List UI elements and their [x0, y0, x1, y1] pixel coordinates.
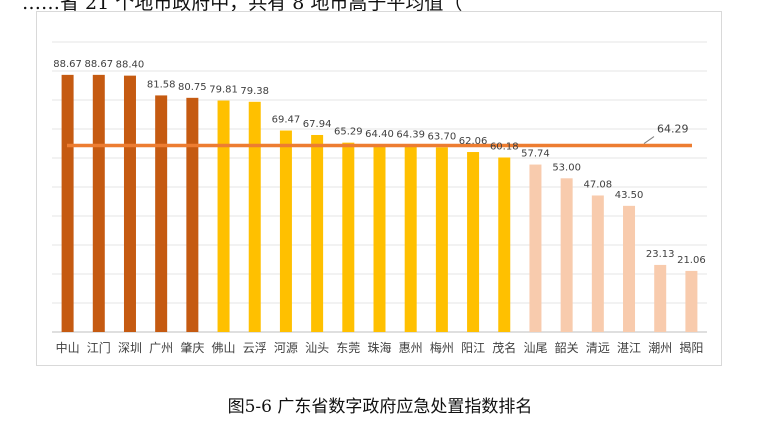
category-label: 茂名	[492, 340, 516, 355]
bar	[467, 152, 480, 332]
data-label: 88.67	[84, 59, 113, 70]
data-label: 64.40	[365, 129, 394, 140]
bar	[311, 134, 324, 332]
bar	[685, 270, 698, 332]
category-label: 东莞	[336, 341, 360, 355]
category-label: 云浮	[243, 341, 267, 355]
figure-caption: 图5-6 广东省数字政府应急处置指数排名	[227, 397, 533, 417]
category-label: 中山	[56, 340, 80, 355]
bar	[560, 178, 573, 332]
category-label: 肇庆	[180, 340, 204, 355]
bar	[186, 97, 199, 332]
data-label: 88.67	[53, 59, 82, 70]
category-label: 佛山	[212, 341, 236, 355]
data-label: 43.50	[615, 190, 644, 201]
data-label: 53.00	[552, 162, 581, 173]
bar	[373, 145, 386, 332]
bar	[217, 100, 230, 333]
bar	[155, 95, 168, 332]
category-label: 汕尾	[523, 341, 547, 355]
data-label: 79.38	[240, 86, 269, 97]
bar	[404, 145, 417, 332]
average-leader-line	[643, 136, 655, 144]
category-label: 揭阳	[679, 340, 703, 355]
category-label: 清远	[586, 341, 610, 355]
bars	[61, 74, 698, 333]
bar	[498, 157, 511, 332]
bar	[342, 142, 355, 332]
data-label: 23.13	[646, 249, 675, 260]
data-label: 69.47	[272, 115, 301, 126]
average-label: 64.29	[657, 123, 689, 136]
category-label: 湛江	[617, 341, 641, 355]
bar	[123, 75, 136, 332]
data-label: 62.06	[459, 136, 488, 147]
bar	[591, 195, 604, 332]
bar	[623, 205, 636, 332]
bar	[435, 147, 448, 332]
data-label: 60.18	[490, 141, 519, 152]
category-label: 深圳	[118, 341, 142, 355]
category-label: 阳江	[461, 341, 485, 355]
bar	[61, 74, 74, 332]
category-label: 河源	[274, 341, 298, 355]
category-label: 江门	[87, 340, 111, 355]
bar	[529, 164, 542, 332]
category-label: 韶关	[555, 340, 579, 355]
category-label: 惠州	[399, 341, 423, 355]
bar	[92, 74, 105, 332]
data-label: 81.58	[147, 79, 176, 90]
data-label: 47.08	[584, 179, 613, 190]
bar	[279, 130, 292, 332]
category-label: 梅州	[430, 340, 454, 355]
data-label: 64.39	[396, 129, 425, 140]
data-label: 63.70	[428, 131, 457, 142]
category-label: 广州	[149, 341, 173, 355]
data-label: 21.06	[677, 255, 706, 266]
data-label: 88.40	[116, 60, 145, 71]
category-labels: 中山 江门 深圳 广州 肇庆 佛山 云浮 河源 汕头 东莞 珠海 惠州 梅州 阳江 茂名 汕尾 韶关 清远 湛江 潮州…	[56, 340, 704, 355]
body-text-fragment: ……省 21 个地市政府中，共有 8 地市高于平均值（	[22, 0, 463, 14]
category-label: 珠海	[367, 340, 391, 355]
average-line-group: 64.29	[67, 123, 692, 148]
chart-frame: 64.29 88.67 88.67 88.40 81.58 80.75 79.81 79.3…	[36, 11, 722, 366]
bar	[248, 101, 261, 332]
data-label: 67.94	[303, 119, 332, 130]
data-label: 79.81	[209, 85, 238, 96]
bar	[654, 264, 667, 332]
category-label: 潮州	[648, 340, 672, 355]
data-label: 80.75	[178, 82, 207, 93]
data-label: 57.74	[521, 149, 550, 160]
category-label: 汕头	[305, 341, 329, 355]
data-label: 65.29	[334, 127, 363, 138]
